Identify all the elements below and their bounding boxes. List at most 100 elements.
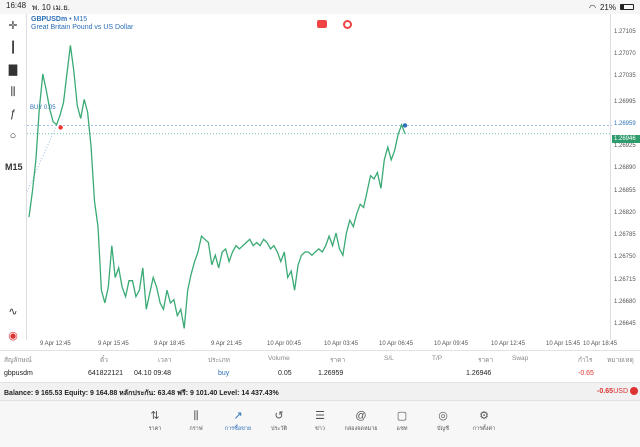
col-sl: S/L [384,355,394,362]
positions-table-header: สัญลักษณ์ ตั๋ว เวลา ประเภท Volume ราคา S… [0,350,640,366]
x-tick-label: 10 Apr 12:45 [491,341,526,347]
col-profit: กำไร [578,357,593,364]
status-date: พ. 10 เม.ย. [32,2,71,12]
battery-icon [620,4,634,10]
alert-icon [630,387,638,395]
history-icon: ↺ [274,410,284,422]
x-tick-label: 10 Apr 03:45 [324,341,359,347]
current-marker [402,123,408,128]
indicator-f-icon[interactable]: ƒ [9,108,17,120]
objects-icon[interactable]: ⫼ [10,86,16,98]
chart-timeframe: M15 [73,16,88,23]
row-type: buy [218,370,230,377]
bar-chart-icon[interactable]: ▇ [8,64,18,76]
order-line-label: BUY 0.05 [30,105,56,111]
one-click-trade-icon[interactable] [317,20,327,28]
status-time: 16:48 [6,0,27,10]
chart-description: Great Britain Pound vs US Dollar [31,24,134,31]
row-price: 1.26959 [318,370,344,377]
signal-icon[interactable]: ∿ [8,306,18,318]
y-tick-label: 1.26855 [614,187,636,194]
nav-item-mailbox[interactable]: @ กล่องจดหมาย [341,409,381,433]
row-volume: 0.05 [278,370,292,377]
row-time: 04.10 09:48 [134,370,171,377]
news-icon: ☰ [315,410,325,422]
mailbox-icon: @ [355,410,367,422]
x-tick-label: 10 Apr 09:45 [434,341,469,347]
col-symbol: สัญลักษณ์ [4,357,32,364]
account-currency: USD [613,388,628,395]
col-type: ประเภท [208,357,230,364]
y-tick-label: 1.27105 [614,28,636,35]
col-swap: Swap [512,355,529,362]
col-time: เวลา [158,357,172,364]
x-tick-label: 10 Apr 15:45 [546,341,581,347]
candlestick-icon[interactable]: ┃ [9,42,17,54]
nav-item-settings[interactable]: ⚙ การตั้งค่า [464,409,504,433]
col-comment: หมายเหตุ [607,357,634,364]
timeframe-button[interactable]: M15 [5,162,23,172]
row-profit: -0.65 [578,370,594,377]
trade-entry-connector [27,125,57,192]
price-series-line [28,45,406,329]
status-bar: 16:48 พ. 10 เม.ย. ◠ 21% [0,0,640,14]
battery-percent: 21% [599,2,616,12]
nav-item-chat[interactable]: ▢ แชท [382,409,422,433]
y-tick-label: 1.26890 [614,165,636,172]
nav-item-label: กราฟ [189,426,203,432]
nav-item-quotes[interactable]: ⇅ ราคา [135,409,175,433]
battery-level-fill [621,5,624,9]
chart-title: GBPUSDm • M15 [31,16,87,23]
balance-summary: Balance: 9 165.53 Equity: 9 164.88 หลักป… [4,390,279,397]
nav-item-history[interactable]: ↺ ประวัติ [259,409,299,433]
trade-levels-icon[interactable] [343,20,352,29]
y-tick-label: 1.26715 [614,276,636,283]
bid-price-badge: 1.26946 [612,134,640,143]
trade-icon: ↗ [233,410,243,422]
price-chart[interactable]: GBPUSDm • M15 Great Britain Pound vs US … [26,14,612,340]
quotes-icon: ⇅ [150,410,160,422]
col-volume: Volume [268,355,290,362]
crosshair-icon[interactable]: ✛ [8,20,18,32]
x-tick-label: 10 Apr 06:45 [379,341,414,347]
nav-item-label: กล่องจดหมาย [344,426,378,432]
entry-marker [58,125,63,130]
nav-item-label: ข่าว [315,426,325,432]
account-icon: ◎ [438,410,448,422]
row-symbol: gbpusdm [4,370,33,377]
balance-bar: Balance: 9 165.53 Equity: 9 164.88 หลักป… [0,382,640,400]
time-axis: 9 Apr 12:45 9 Apr 15:45 9 Apr 18:45 9 Apr 2… [26,340,617,350]
col-price: ราคา [330,357,346,364]
chart-canvas [27,45,612,329]
x-tick-label: 10 Apr 00:45 [267,341,302,347]
chart-header-icons [317,20,352,29]
col-ticket: ตั๋ว [100,357,108,364]
total-profit: -0.65 [597,388,613,395]
price-axis: 1.271051.270701.270351.269951.269601.269… [611,14,640,340]
nav-item-trade[interactable]: ↗ การซื้อขาย [218,409,258,433]
settings-icon: ⚙ [479,410,489,422]
x-tick-label: 9 Apr 15:45 [98,341,129,347]
nav-item-label: การซื้อขาย [224,426,252,432]
x-tick-label: 9 Apr 21:45 [211,341,242,347]
y-tick-label: 1.27070 [614,50,636,57]
y-tick-label: 1.26750 [614,254,636,261]
y-tick-label: 1.26680 [614,298,636,305]
chart-icon: ⫼ [193,410,199,422]
shapes-icon[interactable]: ○ [9,130,17,142]
nav-item-news[interactable]: ☰ ข่าว [300,409,340,433]
nav-item-label: แชท [396,426,408,432]
y-tick-label: 1.26785 [614,232,636,239]
y-tick-label: 1.26925 [614,143,636,150]
wifi-icon: ◠ [589,2,596,12]
nav-item-label: ราคา [148,426,162,432]
col-current-price: ราคา [478,357,494,364]
table-row[interactable]: gbpusdm 641822121 04.10 09:48 buy 0.05 1… [0,366,640,382]
nav-item-chart[interactable]: ⫼ กราฟ [176,409,216,433]
x-tick-label: 10 Apr 18:45 [583,341,618,347]
y-tick-label: 1.27035 [614,73,636,80]
broker-logo-icon[interactable]: ◉ [8,330,18,342]
x-tick-label: 9 Apr 18:45 [154,341,185,347]
y-tick-label: 1.26645 [614,321,636,328]
nav-item-account[interactable]: ◎ บัญชี [423,409,463,433]
